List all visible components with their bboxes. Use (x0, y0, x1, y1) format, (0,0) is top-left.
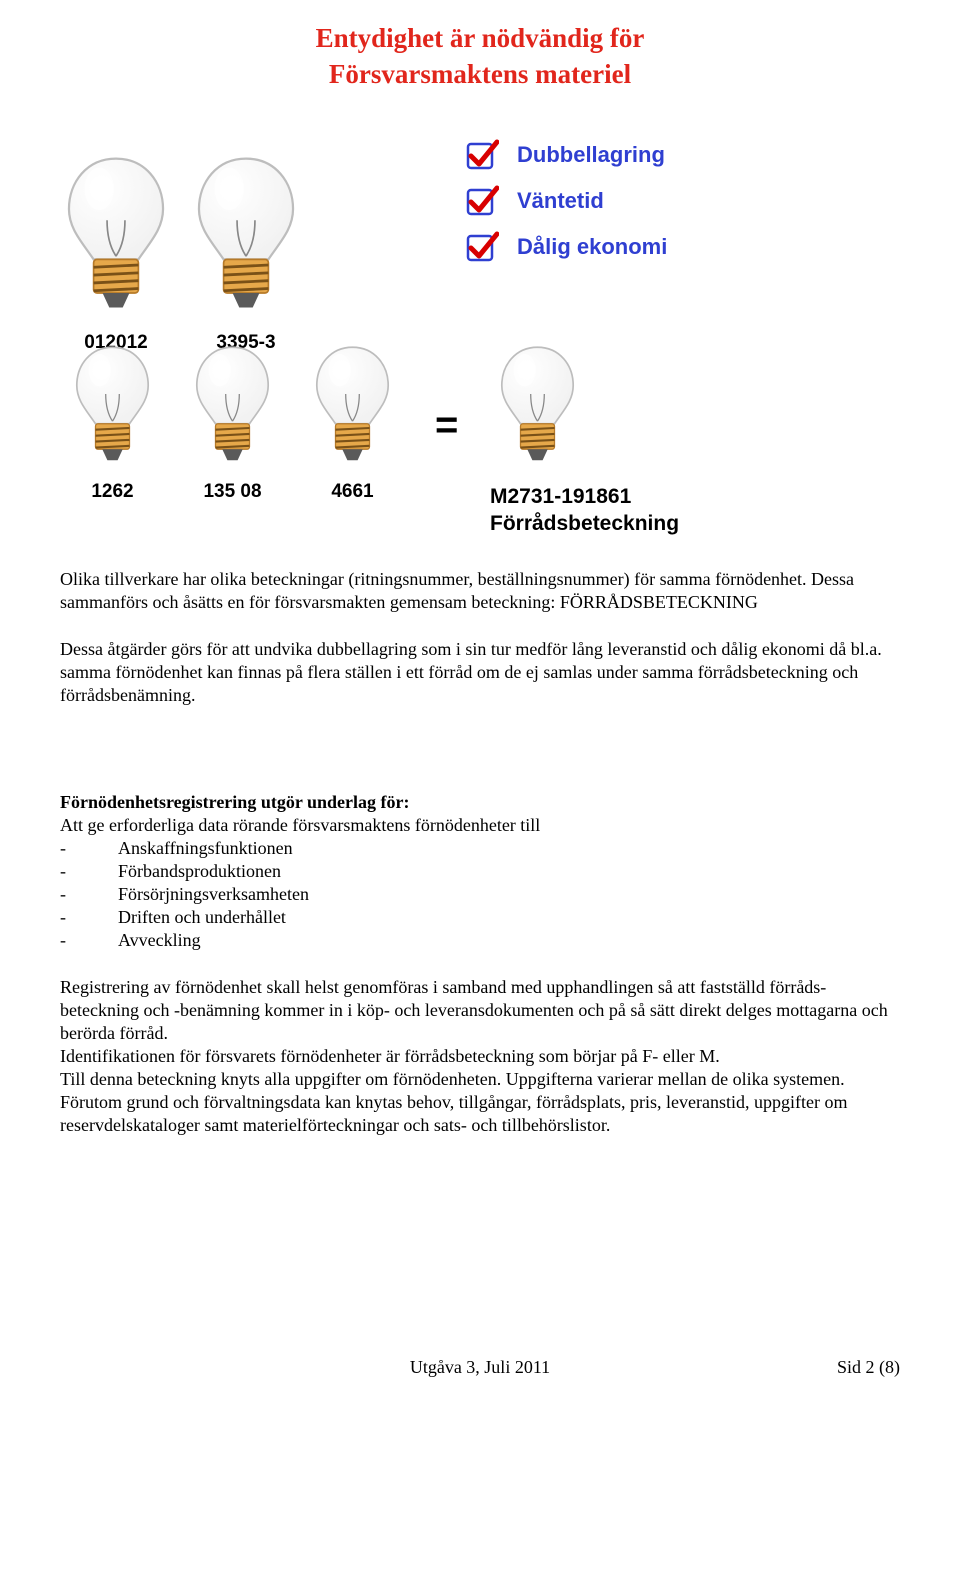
check-label: Dålig ekonomi (517, 234, 667, 260)
para3: Registrering av förnödenhet skall helst … (60, 976, 900, 1045)
second-paragraph: Dessa åtgärder görs för att undvika dubb… (60, 638, 900, 707)
result-name: Förrådsbeteckning (490, 512, 679, 535)
check-label: Dubbellagring (517, 142, 665, 168)
title-line2: Försvarsmaktens materiel (329, 59, 631, 89)
checkbox-icon (465, 184, 499, 218)
second-text: Dessa åtgärder görs för att undvika dubb… (60, 638, 900, 707)
list-item: Förbandsproduktionen (60, 860, 900, 883)
intro-text: Olika tillverkare har olika beteckningar… (60, 568, 900, 614)
list-item: Försörjningsverksamheten (60, 883, 900, 906)
bulb-label: 135 08 (203, 481, 261, 503)
list-item: Avveckling (60, 929, 900, 952)
checkbox-icon (465, 138, 499, 172)
bulb-icon (190, 153, 302, 326)
bulb-result (495, 343, 580, 476)
page-title: Entydighet är nödvändig för Försvarsmakt… (60, 20, 900, 93)
result-code: M2731-191861 (490, 485, 631, 508)
bulb-13508: 135 08 (190, 343, 275, 504)
para4: Identifikationen för försvarets förnöden… (60, 1045, 900, 1068)
equals-sign: = (435, 403, 458, 448)
bulb-icon (495, 343, 580, 476)
section-intro: Att ge erforderliga data rörande försvar… (60, 814, 900, 837)
result-label: M2731-191861 Förrådsbeteckning (490, 483, 679, 538)
intro-paragraph: Olika tillverkare har olika beteckningar… (60, 568, 900, 614)
check-label: Väntetid (517, 188, 604, 214)
check-item: Dålig ekonomi (465, 230, 667, 264)
footer-edition: Utgåva 3, Juli 2011 (410, 1357, 550, 1377)
checkbox-icon (465, 230, 499, 264)
para5: Till denna beteckning knyts alla uppgift… (60, 1068, 900, 1137)
bulb-4661: 4661 (310, 343, 395, 504)
page-footer: Utgåva 3, Juli 2011 Sid 2 (8) (60, 1357, 900, 1378)
check-item: Väntetid (465, 184, 667, 218)
title-line1: Entydighet är nödvändig för (316, 23, 645, 53)
bulb-label: 4661 (331, 481, 373, 503)
bulb-1262: 1262 (70, 343, 155, 504)
bulb-3395-3: 3395-3 (190, 153, 302, 354)
footer-page: Sid 2 (8) (837, 1357, 900, 1378)
bulb-icon (310, 343, 395, 476)
check-list: Dubbellagring Väntetid Dålig ekonomi (465, 138, 667, 276)
section-title: Förnödenhetsregistrering utgör underlag … (60, 791, 900, 814)
bulb-icon (190, 343, 275, 476)
spacer (60, 731, 900, 791)
bulb-012012: 012012 (60, 153, 172, 354)
list-item: Driften och underhållet (60, 906, 900, 929)
check-item: Dubbellagring (465, 138, 667, 172)
paragraph-registrering: Registrering av förnödenhet skall helst … (60, 976, 900, 1137)
bulb-icon (60, 153, 172, 326)
section-list: AnskaffningsfunktionenFörbandsproduktion… (60, 837, 900, 952)
page-title-block: Entydighet är nödvändig för Försvarsmakt… (60, 20, 900, 93)
list-item: Anskaffningsfunktionen (60, 837, 900, 860)
bulb-label: 1262 (91, 481, 133, 503)
bulb-icon (70, 343, 155, 476)
section-registrering: Förnödenhetsregistrering utgör underlag … (60, 791, 900, 952)
infographic: Dubbellagring Väntetid Dålig ekonomi 012… (60, 113, 900, 543)
